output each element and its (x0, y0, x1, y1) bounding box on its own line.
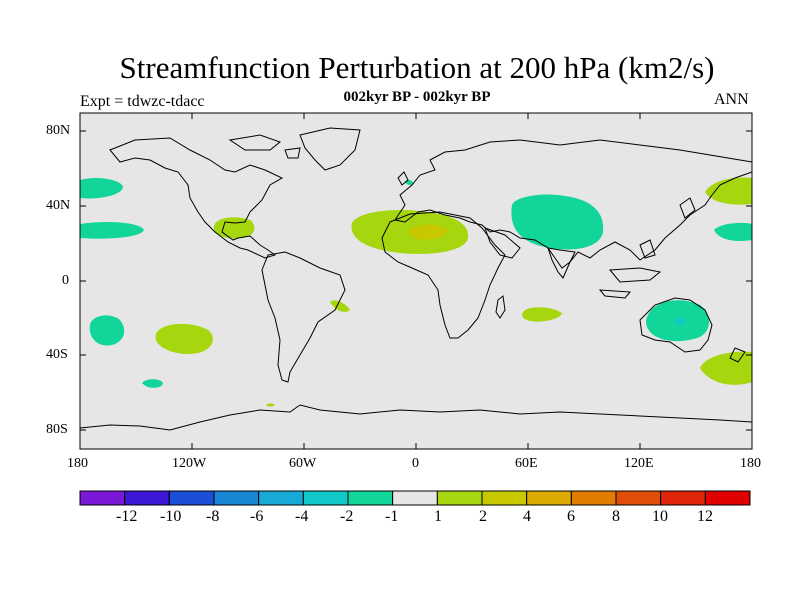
region-southern-ocean-small (266, 403, 275, 407)
colorbar-swatch (526, 490, 572, 506)
colorbar-label: -2 (340, 508, 354, 525)
region-north-pacific-west (80, 177, 123, 199)
colorbar-label: -6 (250, 508, 264, 525)
colorbar-swatch (258, 490, 304, 506)
coast-africa (381, 211, 506, 339)
region-north-pacific-east (705, 177, 752, 205)
colorbar-swatch (570, 490, 617, 506)
region-subtropical-pacific-west (80, 222, 144, 239)
colorbar-swatch (213, 490, 260, 506)
colorbar-label: -12 (116, 508, 138, 525)
lon-label-60w: 60W (289, 456, 317, 471)
chart-subtitle: 002kyr BP - 002kyr BP (343, 89, 491, 105)
colorbar-swatch (704, 490, 751, 506)
region-pacific-east-subtropic (714, 222, 752, 241)
colorbar-label: -10 (160, 508, 182, 525)
experiment-label: Expt = tdwzc-tdacc (80, 93, 205, 110)
region-sahara-core (408, 224, 448, 240)
lon-label-0: 0 (412, 456, 419, 471)
colorbar-swatch (79, 490, 126, 506)
colorbar-swatch (168, 490, 215, 506)
colorbar-label: 10 (652, 508, 668, 525)
map-background (80, 113, 752, 449)
lon-label-120w: 120W (172, 456, 207, 471)
coast-south-america (261, 251, 346, 383)
coast-india (547, 247, 576, 279)
colorbar-swatch (392, 490, 438, 506)
coast-arabia (484, 227, 521, 259)
region-indian-ocean (522, 307, 562, 322)
lon-label-180e: 180 (740, 456, 761, 471)
region-south-pacific-small (142, 379, 163, 388)
contour-regions (80, 177, 752, 407)
colorbar-swatch (124, 490, 170, 506)
coast-arctic-islands (228, 134, 301, 159)
colorbar-swatch (615, 490, 662, 506)
coast-australia (639, 297, 713, 353)
chart-title: Streamfunction Perturbation at 200 hPa (… (119, 50, 715, 85)
colorbar-swatch (347, 490, 394, 506)
coast-eurasia (394, 139, 752, 269)
colorbar-swatch (436, 490, 483, 506)
colorbar-label: 1 (434, 508, 442, 525)
region-south-atlantic (330, 300, 350, 312)
season-label: ANN (714, 91, 749, 108)
region-australia-core (674, 318, 685, 325)
region-central-asia (511, 194, 604, 250)
lat-label-40s: 40S (46, 347, 68, 362)
lat-label-40n: 40N (46, 198, 71, 213)
colorbar-label: 2 (479, 508, 487, 525)
colorbar-label: 4 (523, 508, 531, 525)
colorbar-label: 8 (612, 508, 620, 525)
coast-japan (679, 197, 696, 219)
lon-label-120e: 120E (624, 456, 654, 471)
coast-antarctica (80, 404, 752, 431)
region-south-pacific-central (155, 323, 213, 354)
lat-label-80n: 80N (46, 123, 71, 138)
colorbar-label: -4 (295, 508, 309, 525)
coast-greenland (299, 127, 361, 171)
colorbar-label: 6 (567, 508, 575, 525)
coast-new-zealand (729, 347, 746, 363)
lon-label-180w: 180 (67, 456, 88, 471)
lat-label-equator: 0 (62, 273, 69, 288)
colorbar-swatch (481, 490, 528, 506)
coast-british-isles (397, 171, 409, 186)
coast-southeast-asia-islands (598, 239, 662, 299)
colorbar-swatch (660, 490, 706, 506)
coast-madagascar (495, 295, 506, 319)
lon-label-60e: 60E (515, 456, 538, 471)
coastlines (80, 127, 752, 431)
colorbar-label: -1 (385, 508, 399, 525)
lat-label-80s: 80S (46, 422, 68, 437)
coast-north-america (109, 137, 284, 259)
region-south-pacific-west (89, 315, 125, 346)
colorbar (79, 490, 751, 506)
colorbar-label: -8 (206, 508, 220, 525)
colorbar-swatch (302, 490, 349, 506)
axis-ticks (79, 113, 753, 449)
colorbar-label: 12 (697, 508, 713, 525)
